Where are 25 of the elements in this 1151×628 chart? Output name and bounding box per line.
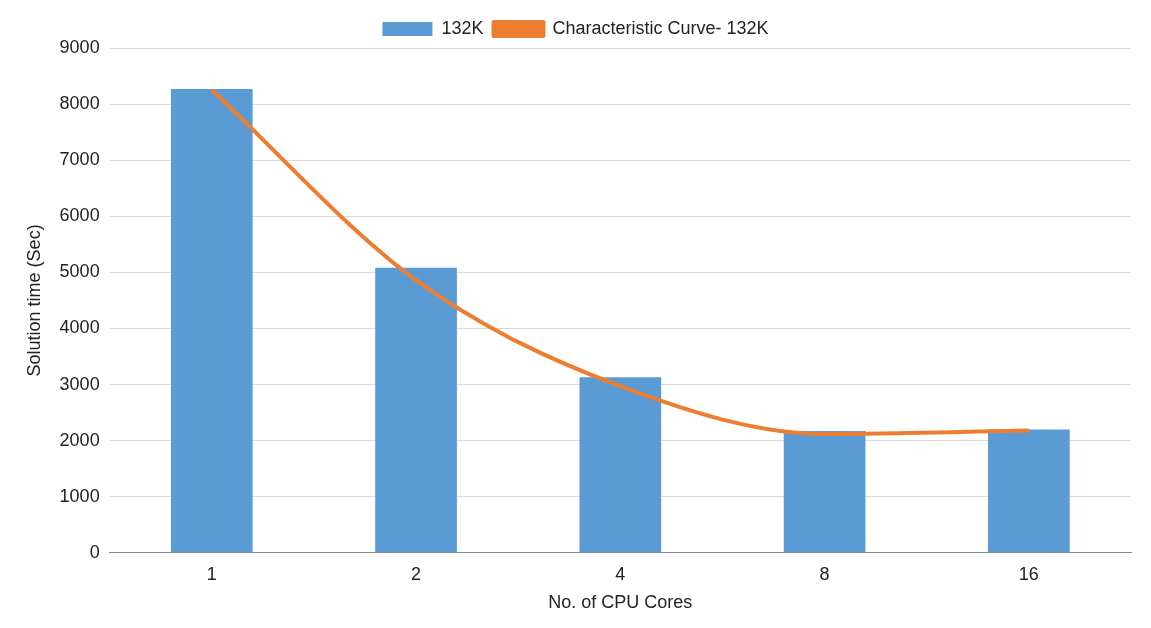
legend-label: 132K	[441, 17, 484, 38]
x-tick-label: 2	[411, 563, 422, 584]
y-tick-label: 3000	[59, 373, 100, 394]
bar	[783, 431, 866, 553]
bar	[170, 88, 253, 553]
y-tick-label: 0	[89, 541, 100, 562]
bar	[375, 267, 457, 553]
y-tick-label: 8000	[59, 93, 100, 114]
x-tick-label: 1	[206, 563, 217, 584]
y-tick-label: 1000	[59, 485, 100, 506]
y-tick-label: 6000	[59, 205, 100, 226]
y-tick-label: 4000	[59, 317, 100, 338]
y-tick-label: 5000	[59, 261, 100, 282]
y-axis-title: Solution time (Sec)	[23, 224, 44, 377]
bar	[988, 429, 1070, 553]
legend-label: Characteristic Curve- 132K	[552, 17, 769, 38]
x-axis-title: No. of CPU Cores	[548, 592, 693, 613]
line-series	[209, 88, 1031, 436]
bar	[579, 377, 662, 553]
y-tick-label: 7000	[59, 149, 100, 170]
x-tick-label: 8	[819, 563, 830, 584]
y-tick-label: 2000	[59, 429, 100, 450]
x-tick-label: 16	[1018, 563, 1039, 584]
y-tick-label: 9000	[59, 36, 100, 57]
x-tick-label: 4	[615, 563, 626, 584]
